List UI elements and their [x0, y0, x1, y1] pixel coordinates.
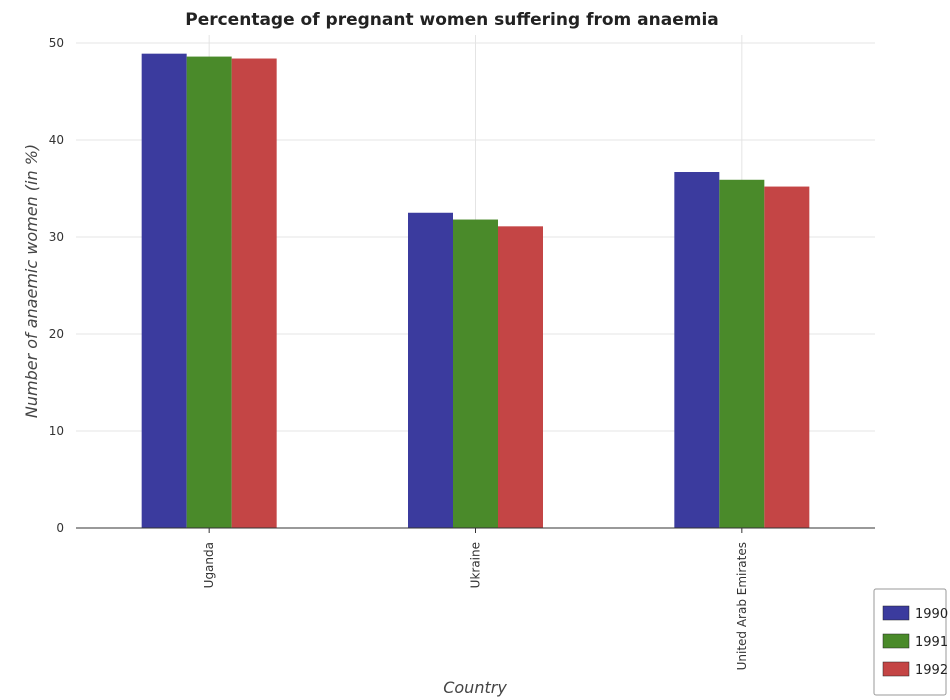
bar-1992-ukraine [498, 226, 543, 528]
bar-1992-uganda [231, 58, 277, 529]
bar-1991-uganda [186, 56, 232, 529]
bar-1991-united-arab-emirates [719, 179, 765, 528]
y-tick-label: 30 [49, 230, 64, 244]
bar-1990-uganda [141, 53, 187, 529]
y-tick-label: 10 [49, 424, 64, 438]
y-tick-label: 50 [49, 36, 64, 50]
y-axis-label: Number of anaemic women (in %) [22, 144, 41, 418]
x-tick-label: United Arab Emirates [735, 542, 749, 670]
bars [141, 53, 810, 529]
legend-swatch-1990 [882, 605, 910, 621]
legend-swatch-1991 [882, 633, 910, 649]
legend-label-1991: 1991 [915, 635, 948, 650]
y-tick-label: 20 [49, 327, 64, 341]
x-ticks: Uganda Ukraine United Arab Emirates [202, 528, 749, 670]
chart-title: Percentage of pregnant women suffering f… [185, 10, 719, 30]
legend-swatch-1992 [882, 661, 910, 677]
bar-1992-united-arab-emirates [764, 186, 810, 528]
bar-1990-ukraine [408, 212, 453, 528]
legend-label-1990: 1990 [915, 607, 948, 622]
bar-1991-ukraine [453, 219, 498, 529]
legend: 1990 1991 1992 [873, 588, 948, 696]
legend-label-1992: 1992 [915, 663, 948, 678]
x-axis-label: Country [443, 678, 507, 697]
y-tick-label: 0 [56, 521, 64, 535]
y-tick-label: 40 [49, 133, 64, 147]
y-ticks: 0 10 20 30 40 50 [49, 36, 64, 535]
x-tick-label: Ukraine [469, 542, 483, 588]
bar-1990-united-arab-emirates [674, 172, 720, 528]
x-tick-label: Uganda [202, 542, 216, 588]
